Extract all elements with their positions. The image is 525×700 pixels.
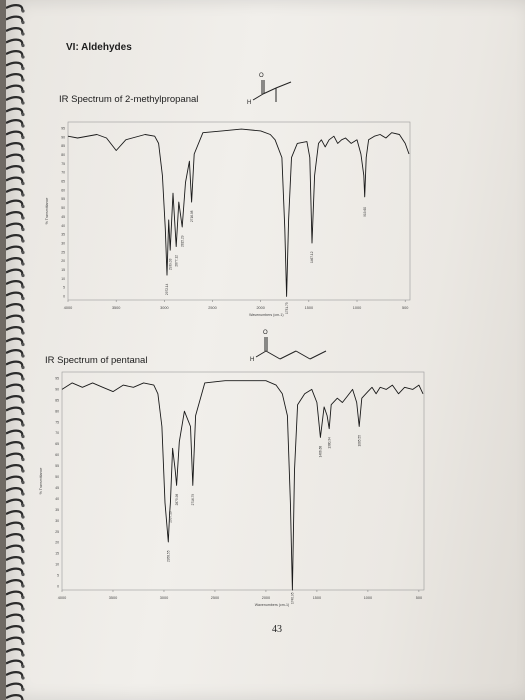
x-tick-label: 3000 [160,596,168,600]
peak-label: 2716.79 [191,494,195,506]
peak-label: 2815.29 [180,235,184,247]
y-tick-label: 30 [61,241,65,245]
peak-label: 1467.12 [310,251,314,263]
y-tick-label: 80 [55,409,59,413]
plot-frame [67,121,411,301]
y-tick-label: 45 [61,215,65,219]
y-tick-label: 40 [61,224,65,228]
x-tick-label: 1000 [364,596,372,600]
peak-label: 1380.34 [327,437,331,449]
x-axis-label: Wavenumbers (cm-1) [255,603,289,607]
y-tick-label: 45 [55,486,59,490]
x-tick-label: 1500 [305,306,313,310]
peak-label: 1466.68 [319,446,323,458]
y-tick-label: 0 [63,295,65,299]
y-tick-label: 25 [61,250,65,254]
y-tick-label: 10 [55,563,59,567]
peak-label: 1085.55 [357,435,361,447]
y-tick-label: 0 [57,585,59,589]
y-tick-label: 40 [55,497,59,501]
alpha-bond [262,87,277,95]
peak-label: 2937.19 [169,511,173,523]
ir-spectrum-pentanal: 9590858075706560555045403530252015105040… [39,371,425,607]
y-tick-label: 60 [61,188,65,192]
x-tick-label: 1000 [353,306,361,310]
y-tick-label: 35 [55,508,59,512]
y-tick-label: 95 [61,127,65,131]
y-tick-label: 10 [61,277,65,281]
x-tick-label: 2000 [262,596,270,600]
y-tick-label: 5 [63,286,65,290]
page-heading: VI: Aldehydes [66,42,132,53]
aldehyde-h-bond [252,93,264,101]
y-axis-label: % Transmittance [39,468,43,495]
y-tick-label: 95 [55,377,59,381]
peak-label: 1740.95 [291,592,295,604]
y-tick-label: 15 [61,268,65,272]
x-tick-label: 3500 [112,306,120,310]
y-tick-label: 55 [55,464,59,468]
notebook-page: VI: Aldehydes IR Spectrum of 2-methylpro… [6,0,525,700]
y-tick-label: 20 [55,541,59,545]
x-tick-label: 4000 [64,306,72,310]
y-tick-label: 60 [55,453,59,457]
spectrum-title-2-methylpropanal: IR Spectrum of 2-methylpropanal [59,94,199,105]
y-tick-label: 85 [55,398,59,402]
x-tick-label: 2000 [256,306,264,310]
spectrum-title-pentanal: IR Spectrum of pentanal [45,355,148,366]
peak-label: 2939.03 [168,258,172,270]
peak-label: 2972.14 [165,283,169,295]
x-tick-label: 3500 [109,596,117,600]
y-tick-label: 70 [61,171,65,175]
y-tick-label: 35 [61,233,65,237]
x-tick-label: 3000 [160,306,168,310]
peak-label: 2716.98 [190,210,194,222]
peak-label: 1731.73 [285,302,289,314]
ir-spectrum-2-methylpropanal: 9590858075706560555045403530252015105040… [45,121,411,317]
page-number: 43 [272,624,282,635]
y-tick-label: 55 [61,197,65,201]
oxygen-label: O [263,330,268,336]
molecule-pentanal: O H [250,330,327,363]
x-tick-label: 2500 [211,596,219,600]
y-tick-label: 80 [61,153,65,157]
spectrum-trace [67,128,410,297]
y-tick-label: 75 [55,420,59,424]
x-tick-label: 4000 [58,596,66,600]
y-tick-label: 75 [61,162,65,166]
peak-label: 2875.98 [175,494,179,506]
x-tick-label: 500 [416,596,422,600]
y-tick-label: 15 [55,552,59,556]
x-tick-label: 500 [402,306,408,310]
y-tick-label: 90 [55,387,59,391]
y-tick-label: 65 [55,442,59,446]
plot-frame [61,371,425,591]
y-tick-label: 90 [61,135,65,139]
y-tick-label: 50 [61,206,65,210]
x-tick-label: 2500 [208,306,216,310]
peak-label: 919.60 [363,207,367,217]
hydrogen-label: H [247,100,251,106]
y-tick-label: 5 [57,574,59,578]
oxygen-label: O [259,73,264,79]
molecule-2-methylpropanal: O H [247,73,292,106]
y-tick-label: 50 [55,475,59,479]
y-axis-label: % Transmittance [45,198,49,225]
hydrogen-label: H [250,357,254,363]
spectrum-trace [61,380,424,591]
y-tick-label: 25 [55,530,59,534]
methyl-bond-2 [275,81,292,89]
x-tick-label: 1500 [313,596,321,600]
y-tick-label: 70 [55,431,59,435]
peak-label: 2958.55 [166,550,170,562]
y-tick-label: 20 [61,259,65,263]
y-tick-label: 30 [55,519,59,523]
peak-label: 2877.12 [174,255,178,267]
y-tick-label: 85 [61,144,65,148]
y-tick-label: 65 [61,180,65,184]
x-axis-label: Wavenumbers (cm-1) [249,313,283,317]
